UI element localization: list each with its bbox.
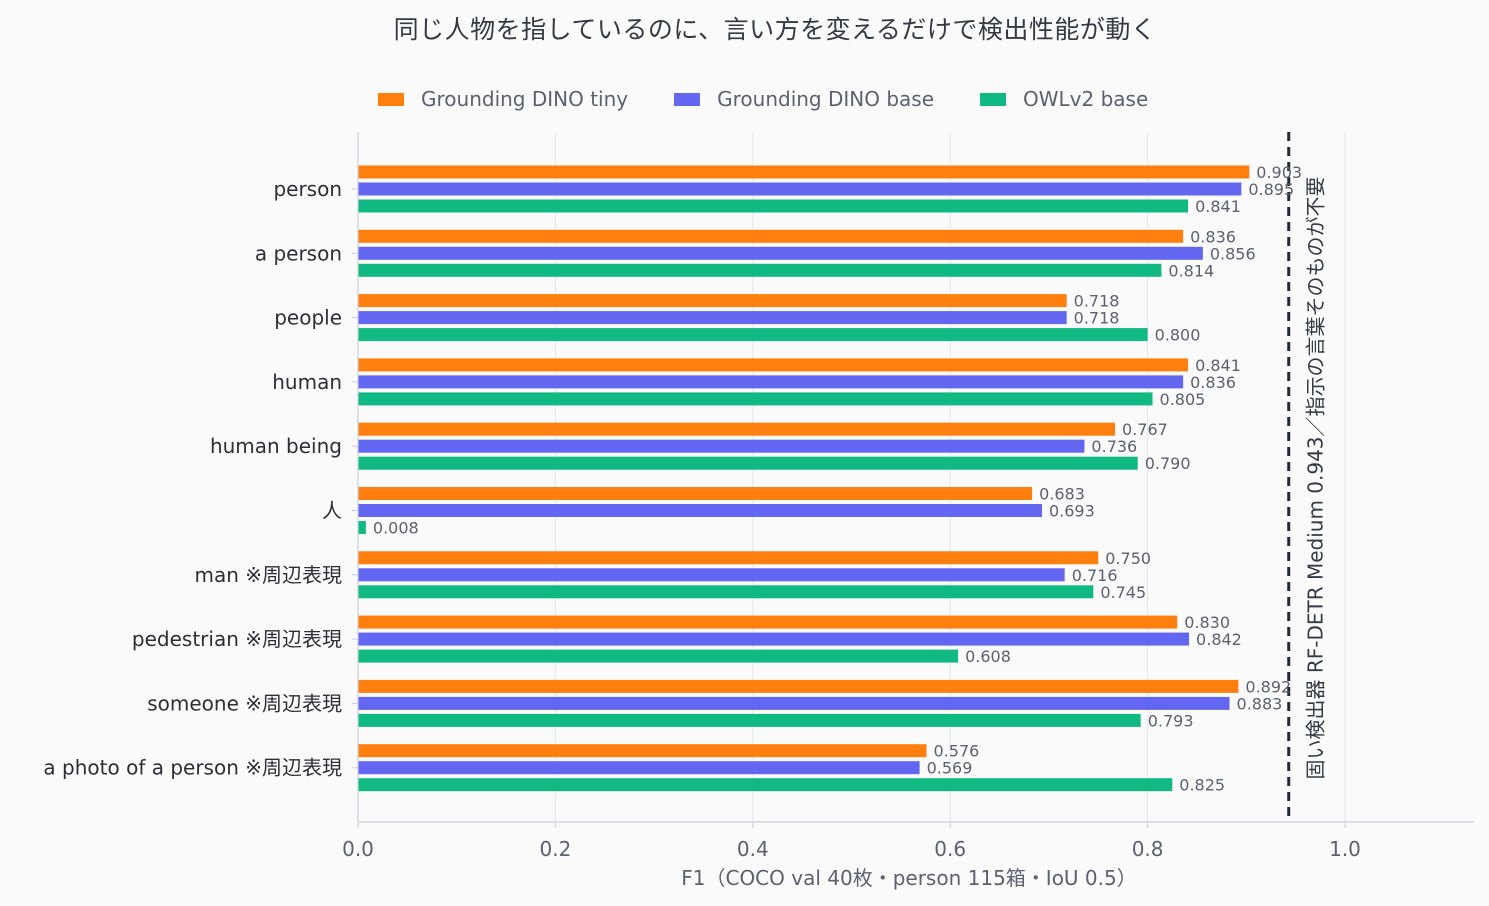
value-label: 0.892 bbox=[1245, 677, 1291, 696]
bar-grounding-dino-base bbox=[358, 311, 1067, 325]
value-label: 0.825 bbox=[1179, 776, 1225, 795]
value-label: 0.718 bbox=[1074, 309, 1120, 328]
bar-grounding-dino-tiny bbox=[358, 358, 1189, 372]
value-label: 0.895 bbox=[1248, 180, 1294, 199]
value-label: 0.608 bbox=[965, 647, 1011, 666]
legend-item-owlv2-base: OWLv2 base bbox=[980, 87, 1148, 111]
category-label: pedestrian ※周辺表現 bbox=[132, 627, 342, 651]
x-axis-title: F1（COCO val 40枚・person 115箱・IoU 0.5） bbox=[681, 866, 1136, 890]
x-tick-label: 0.4 bbox=[737, 837, 769, 861]
category-label: person bbox=[273, 177, 342, 201]
bar-owlv2-base bbox=[358, 713, 1141, 727]
value-label: 0.716 bbox=[1072, 566, 1118, 585]
x-tick-label: 0.2 bbox=[539, 837, 571, 861]
value-label: 0.718 bbox=[1074, 292, 1120, 311]
bar-grounding-dino-base bbox=[358, 246, 1203, 260]
x-tick-label: 0.0 bbox=[342, 837, 374, 861]
bar-owlv2-base bbox=[358, 649, 959, 663]
value-label: 0.767 bbox=[1122, 420, 1168, 439]
bar-owlv2-base bbox=[358, 263, 1162, 277]
category-label: man ※周辺表現 bbox=[194, 563, 342, 587]
bar-owlv2-base bbox=[358, 585, 1094, 599]
category-label: someone ※周辺表現 bbox=[147, 691, 342, 715]
bar-grounding-dino-tiny bbox=[358, 294, 1067, 308]
value-label: 0.856 bbox=[1210, 244, 1256, 263]
value-label: 0.693 bbox=[1049, 502, 1095, 521]
x-tick-label: 1.0 bbox=[1329, 837, 1361, 861]
bar-owlv2-base bbox=[358, 328, 1148, 342]
bar-grounding-dino-tiny bbox=[358, 229, 1184, 243]
category-label: people bbox=[274, 306, 342, 330]
value-label: 0.745 bbox=[1100, 583, 1146, 602]
value-label: 0.576 bbox=[934, 742, 980, 761]
bar-grounding-dino-base bbox=[358, 375, 1184, 389]
bar-grounding-dino-base bbox=[358, 504, 1042, 517]
value-label: 0.814 bbox=[1168, 261, 1214, 280]
bar-grounding-dino-tiny bbox=[358, 615, 1178, 629]
value-label: 0.830 bbox=[1184, 613, 1230, 632]
x-tick-label: 0.6 bbox=[934, 837, 966, 861]
legend-swatch-gdino-base bbox=[674, 92, 701, 106]
value-label: 0.841 bbox=[1195, 356, 1241, 375]
bar-grounding-dino-base bbox=[358, 568, 1065, 582]
legend-item-gdino-base: Grounding DINO base bbox=[674, 87, 934, 111]
bars bbox=[358, 165, 1250, 792]
category-label: a photo of a person ※周辺表現 bbox=[43, 756, 342, 780]
bar-grounding-dino-tiny bbox=[358, 744, 927, 758]
value-label: 0.841 bbox=[1195, 197, 1241, 216]
value-label: 0.842 bbox=[1196, 630, 1242, 649]
chart-title: 同じ人物を指しているのに、言い方を変えるだけで検出性能が動く bbox=[393, 15, 1157, 44]
axes: 0.0 0.2 0.4 0.6 0.8 1.0 person a person people hu… bbox=[43, 132, 1474, 861]
bar-grounding-dino-tiny bbox=[358, 165, 1250, 179]
bar-grounding-dino-base bbox=[358, 761, 920, 775]
bar-owlv2-base bbox=[358, 392, 1153, 406]
legend-item-gdino-tiny: Grounding DINO tiny bbox=[378, 87, 628, 111]
bar-grounding-dino-base bbox=[358, 696, 1230, 710]
bar-owlv2-base bbox=[358, 778, 1173, 792]
value-label: 0.008 bbox=[373, 519, 419, 538]
value-label: 0.800 bbox=[1155, 326, 1201, 345]
bar-grounding-dino-tiny bbox=[358, 487, 1033, 500]
value-label: 0.805 bbox=[1160, 390, 1206, 409]
value-label: 0.793 bbox=[1148, 711, 1194, 730]
reference-line-label: 固い検出器 RF-DETR Medium 0.943／指示の言葉そのものが不要 bbox=[1304, 176, 1328, 779]
bar-grounding-dino-tiny bbox=[358, 551, 1099, 565]
bar-owlv2-base bbox=[358, 199, 1189, 213]
category-label: human bbox=[272, 370, 342, 394]
bar-grounding-dino-base bbox=[358, 439, 1085, 453]
bar-owlv2-base bbox=[358, 521, 366, 534]
legend-label-gdino-tiny: Grounding DINO tiny bbox=[421, 87, 629, 111]
value-label: 0.790 bbox=[1145, 454, 1191, 473]
category-label: a person bbox=[255, 241, 342, 265]
bar-grounding-dino-tiny bbox=[358, 422, 1116, 436]
category-label: 人 bbox=[322, 499, 342, 523]
value-label: 0.736 bbox=[1091, 437, 1137, 456]
x-tick-label: 0.8 bbox=[1132, 837, 1164, 861]
reference-line-group: 固い検出器 RF-DETR Medium 0.943／指示の言葉そのものが不要 bbox=[1287, 132, 1328, 822]
value-label: 0.836 bbox=[1190, 373, 1236, 392]
bar-grounding-dino-base bbox=[358, 632, 1190, 646]
legend: Grounding DINO tiny Grounding DINO base … bbox=[378, 86, 1148, 112]
value-label: 0.883 bbox=[1237, 694, 1283, 713]
value-label: 0.683 bbox=[1039, 485, 1085, 504]
legend-label-gdino-base: Grounding DINO base bbox=[717, 87, 935, 111]
legend-swatch-owlv2-base bbox=[980, 92, 1007, 106]
value-label: 0.836 bbox=[1190, 227, 1236, 246]
value-labels: 0.9030.8950.8410.8360.8560.8140.7180.718… bbox=[373, 163, 1302, 795]
bar-grounding-dino-base bbox=[358, 182, 1242, 196]
category-label: human being bbox=[210, 434, 342, 458]
value-label: 0.750 bbox=[1105, 549, 1151, 568]
legend-swatch-gdino-tiny bbox=[378, 92, 404, 106]
legend-label-owlv2-base: OWLv2 base bbox=[1023, 87, 1149, 111]
value-label: 0.569 bbox=[927, 759, 973, 778]
value-label: 0.903 bbox=[1256, 163, 1302, 182]
bar-grounding-dino-tiny bbox=[358, 679, 1239, 693]
bar-owlv2-base bbox=[358, 456, 1138, 470]
